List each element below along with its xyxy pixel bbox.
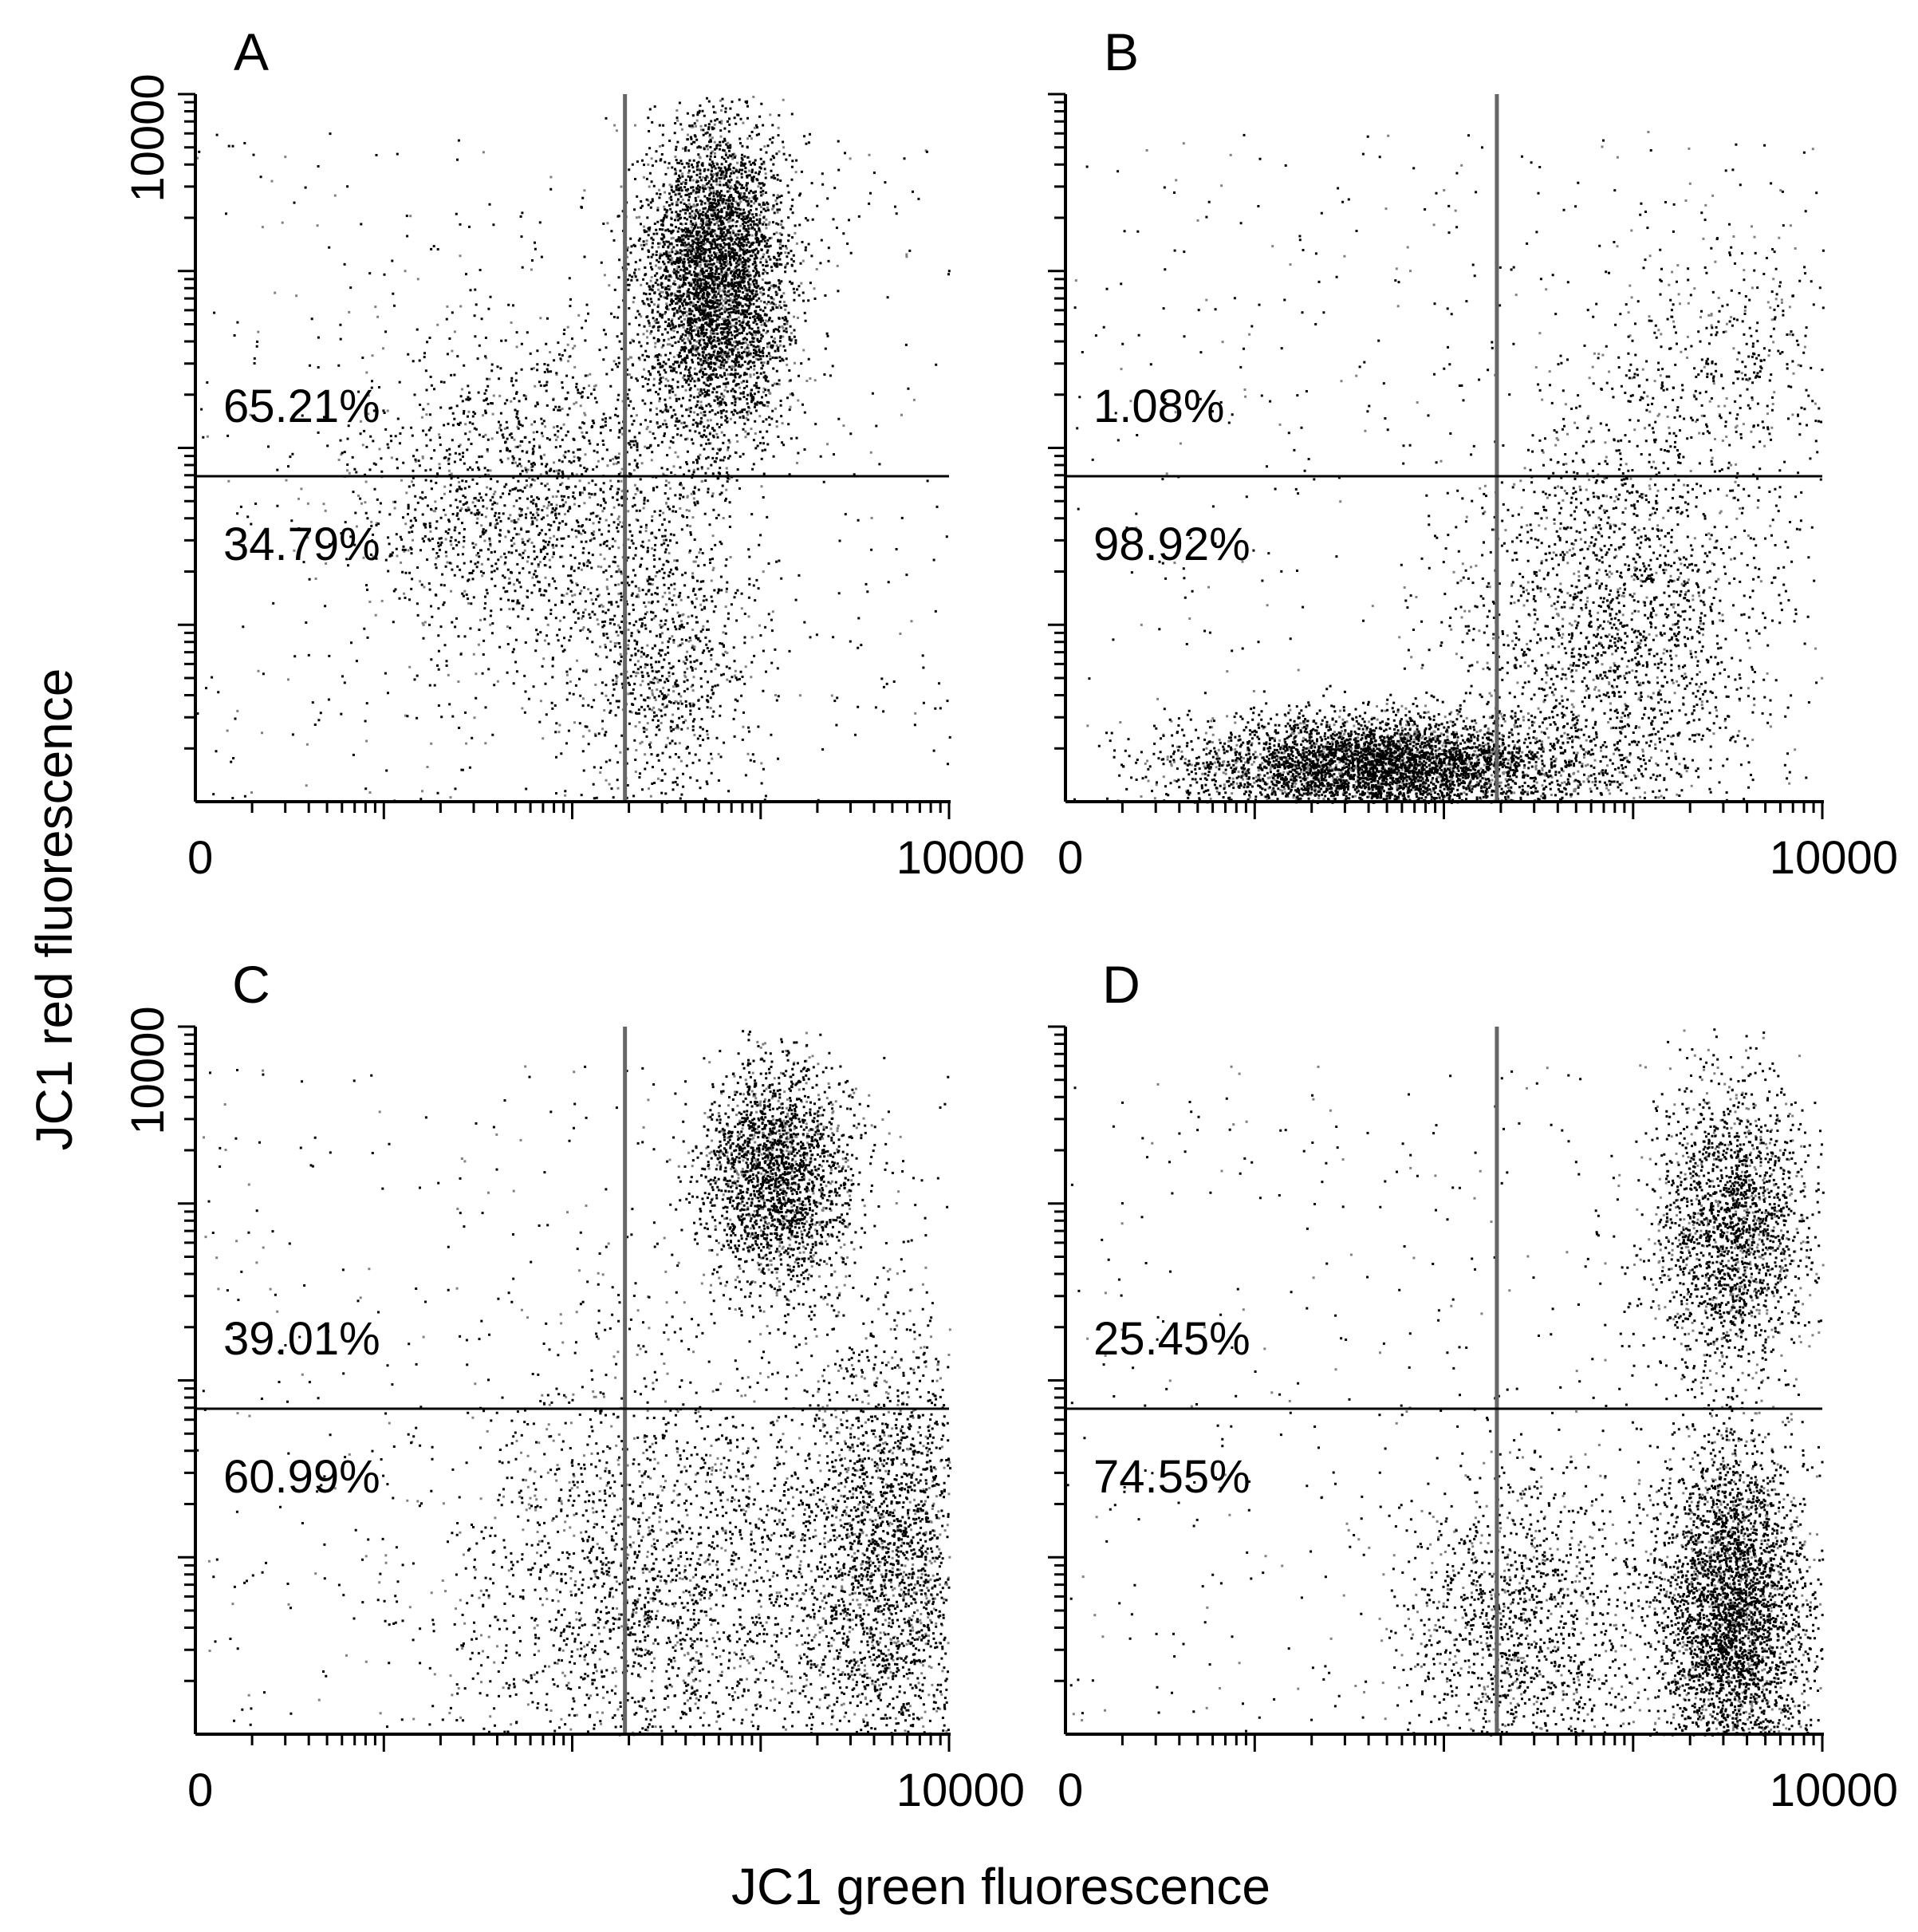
x-axis-ticks: [1120, 802, 1824, 819]
scatter-points: [1066, 1028, 1825, 1737]
quadrant-label-lower: 60.99%: [223, 1451, 380, 1503]
quadrant-label-lower: 74.55%: [1093, 1451, 1250, 1503]
x-tick-label-min: 0: [187, 832, 213, 884]
quadrant-label-upper: 25.45%: [1093, 1313, 1250, 1365]
y-tick-label-max: 10000: [122, 73, 174, 202]
y-axis-ticks: [1048, 93, 1065, 750]
x-axis-ticks: [250, 1734, 951, 1752]
x-axis-label: JC1 green fluorescence: [731, 1858, 1270, 1915]
scatter-points: [1073, 133, 1825, 804]
scatter-points-gray: [1072, 1029, 1825, 1737]
panel-c: 0 10000 10000 C 39.01% 60.99%: [122, 955, 1025, 1816]
x-tick-label-max: 10000: [896, 1764, 1025, 1816]
x-tick-label-max: 10000: [896, 832, 1025, 884]
y-axis-label: JC1 red fluorescence: [26, 668, 83, 1151]
panel-b: 0 10000 B 1.08% 98.92%: [1048, 22, 1898, 884]
y-axis-ticks: [178, 1025, 195, 1682]
scatter-points-gray: [196, 96, 927, 802]
panel-label: C: [232, 955, 270, 1014]
panel-d: 0 10000 D 25.45% 74.55%: [1048, 955, 1898, 1816]
x-tick-label-max: 10000: [1770, 1764, 1898, 1816]
y-axis-ticks: [178, 93, 195, 750]
x-tick-label-min: 0: [187, 1764, 213, 1816]
panel-a: 0 10000 10000 A 65.21% 34.79%: [122, 22, 1025, 884]
quadrant-label-upper: 65.21%: [223, 380, 380, 432]
quadrant-label-lower: 98.92%: [1093, 518, 1250, 570]
panels: 0 10000 10000 A 65.21% 34.79% 0 10000 B 1.08% 98.9…: [122, 22, 1898, 1816]
x-axis-ticks: [1120, 1734, 1824, 1752]
x-tick-label-min: 0: [1057, 1764, 1083, 1816]
x-axis-ticks: [250, 802, 951, 819]
quadrant-label-upper: 39.01%: [223, 1313, 380, 1365]
quadrant-label-upper: 1.08%: [1093, 380, 1224, 432]
panel-label: D: [1102, 955, 1140, 1014]
y-tick-label-max: 10000: [122, 1006, 174, 1134]
scatter-points: [196, 1030, 951, 1737]
panel-label: B: [1104, 22, 1139, 81]
panel-label: A: [234, 22, 269, 81]
x-tick-label-min: 0: [1057, 832, 1083, 884]
x-tick-label-max: 10000: [1770, 832, 1898, 884]
y-axis-ticks: [1048, 1025, 1065, 1682]
quadrant-label-lower: 34.79%: [223, 518, 380, 570]
scatter-points: [196, 97, 951, 804]
